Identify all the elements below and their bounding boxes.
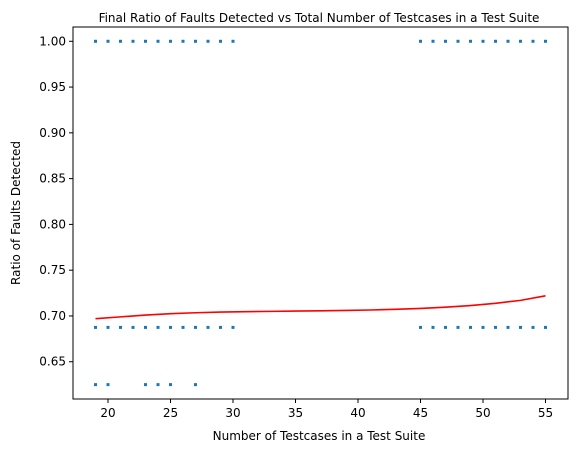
- data-point: [131, 325, 135, 329]
- data-point: [444, 39, 447, 43]
- data-point: [456, 39, 460, 43]
- data-point: [169, 383, 172, 387]
- data-point: [206, 39, 210, 43]
- y-axis-label: Ratio of Faults Detected: [9, 141, 23, 285]
- y-tick-label: 0.90: [39, 126, 66, 140]
- data-point: [181, 39, 185, 43]
- data-point: [519, 325, 522, 329]
- y-tick-label: 0.65: [39, 355, 66, 369]
- data-point: [494, 325, 497, 329]
- data-point: [131, 39, 135, 43]
- data-point: [431, 325, 435, 329]
- data-point: [144, 383, 147, 387]
- x-axis-label: Number of Testcases in a Test Suite: [213, 429, 426, 443]
- y-tick-label: 0.80: [39, 217, 66, 231]
- x-tick-label: 55: [538, 406, 553, 420]
- data-point: [494, 39, 497, 43]
- data-point: [219, 39, 222, 43]
- data-point: [94, 39, 97, 43]
- data-point: [106, 383, 110, 387]
- x-tick-label: 50: [475, 406, 490, 420]
- data-point: [219, 325, 222, 329]
- y-tick-label: 0.95: [39, 80, 66, 94]
- data-point: [119, 325, 122, 329]
- data-point: [469, 325, 472, 329]
- x-tick-label: 35: [288, 406, 303, 420]
- data-point: [231, 39, 235, 43]
- x-tick-label: 40: [350, 406, 365, 420]
- data-point: [531, 325, 535, 329]
- x-tick-label: 20: [100, 406, 115, 420]
- data-point: [231, 325, 235, 329]
- data-point: [481, 39, 485, 43]
- y-tick-label: 0.70: [39, 309, 66, 323]
- data-point: [156, 325, 160, 329]
- y-axis: 0.65 0.70 0.75 0.80 0.85 0.90 0.95 1.00: [39, 34, 73, 369]
- data-point: [544, 325, 547, 329]
- chart-title: Final Ratio of Faults Detected vs Total …: [99, 11, 540, 25]
- data-point: [156, 383, 160, 387]
- data-point: [144, 325, 147, 329]
- data-point: [519, 39, 522, 43]
- data-point: [419, 39, 422, 43]
- data-point: [94, 383, 97, 387]
- axes-frame: [72, 26, 569, 400]
- data-point: [206, 325, 210, 329]
- data-point: [194, 39, 197, 43]
- data-point: [169, 325, 172, 329]
- y-tick-label: 0.75: [39, 263, 66, 277]
- plot-area: [94, 39, 547, 387]
- data-point: [419, 325, 422, 329]
- data-point: [506, 325, 510, 329]
- x-axis: 20 25 30 35 40 45 50 55: [100, 399, 553, 420]
- y-tick-label: 1.00: [39, 34, 66, 48]
- data-point: [544, 39, 547, 43]
- y-tick-label: 0.85: [39, 172, 66, 186]
- x-tick-label: 30: [225, 406, 240, 420]
- data-point: [106, 325, 110, 329]
- data-point: [181, 325, 185, 329]
- data-point: [169, 39, 172, 43]
- fit-line: [95, 295, 546, 320]
- data-point: [106, 39, 110, 43]
- data-point: [144, 39, 147, 43]
- x-tick-label: 45: [413, 406, 428, 420]
- data-point: [469, 39, 472, 43]
- data-point: [119, 39, 122, 43]
- data-point: [481, 325, 485, 329]
- data-point: [431, 39, 435, 43]
- data-point: [444, 325, 447, 329]
- data-point: [194, 325, 197, 329]
- data-point: [456, 325, 460, 329]
- data-point: [94, 325, 97, 329]
- data-point: [506, 39, 510, 43]
- data-point: [194, 383, 197, 387]
- data-point: [156, 39, 160, 43]
- data-point: [531, 39, 535, 43]
- x-tick-label: 25: [163, 406, 178, 420]
